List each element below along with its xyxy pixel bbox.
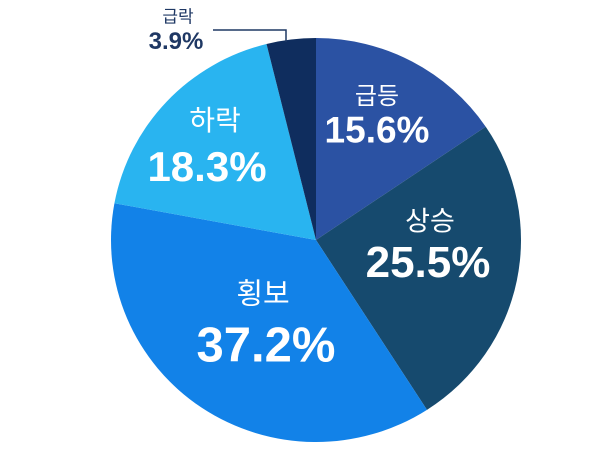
pie-slice-surge [316, 38, 486, 240]
pie-slice-plunge [266, 37, 316, 240]
plunge-leader-line [213, 29, 287, 42]
pie-slice-sideways [111, 203, 427, 442]
pie-slice-rise [316, 126, 522, 410]
pie-slice-fall [114, 43, 316, 240]
